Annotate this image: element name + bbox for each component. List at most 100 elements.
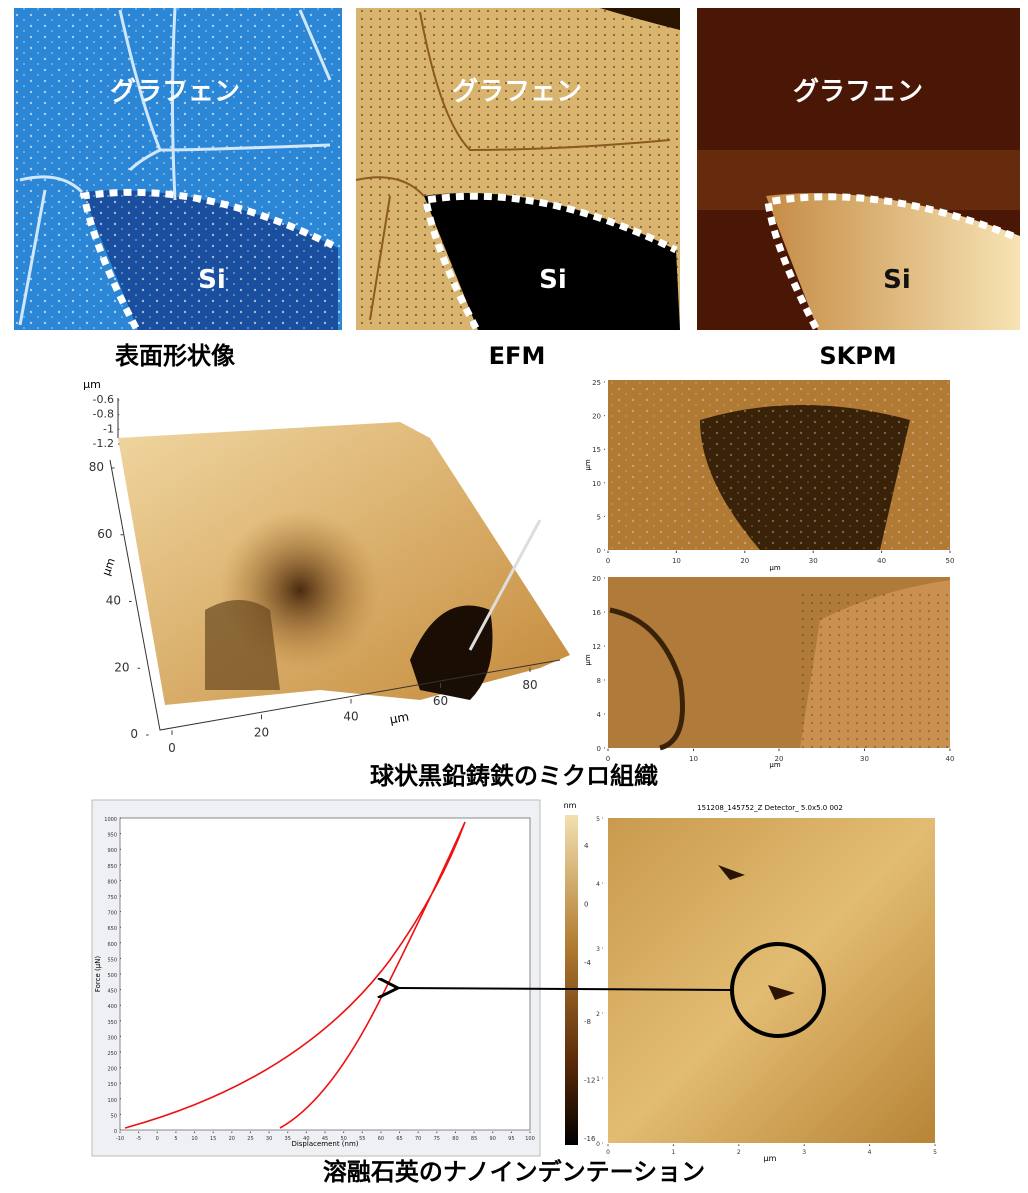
tick-label: 600	[107, 942, 117, 948]
tick-label: 40	[946, 755, 955, 763]
region-label: Si	[883, 265, 911, 295]
tick-label: 15	[592, 446, 601, 454]
tick-label: -10	[116, 1136, 124, 1142]
tick-label: 0	[597, 745, 601, 753]
tick-label: -16	[584, 1135, 596, 1143]
tick-label: 60	[378, 1136, 384, 1142]
tick-label: 800	[107, 879, 117, 885]
skpm-image	[697, 8, 1020, 330]
tick-label: 25	[592, 379, 601, 387]
tick-label: 10	[191, 1136, 197, 1142]
unit-label: µm	[584, 459, 592, 470]
tick-label: 60	[433, 694, 448, 708]
region-label: Si	[198, 265, 226, 295]
tick-label: -12	[584, 1076, 595, 1084]
tick-label: 35	[285, 1136, 291, 1142]
caption: EFM	[489, 342, 546, 370]
map-top	[608, 380, 950, 550]
tick-label: 900	[107, 848, 117, 854]
tick-label: 850	[107, 864, 117, 870]
unit-label: µm	[584, 654, 592, 665]
tick-label: 20	[114, 660, 129, 674]
region-label: グラフェン	[110, 77, 240, 107]
tick-label: 65	[396, 1136, 402, 1142]
caption: 球状黒鉛鋳鉄のミクロ組織	[370, 762, 658, 790]
tick-label: -0.6	[93, 393, 114, 406]
tick-label: 4	[597, 711, 602, 719]
tick-label: -1.2	[93, 437, 114, 450]
unit-label: µm	[769, 564, 780, 572]
tick-label: 700	[107, 911, 117, 917]
tick-label: 200	[107, 1067, 117, 1073]
unit-label: µm	[389, 709, 410, 726]
tick-label: 300	[107, 1035, 117, 1041]
tick-label: 10	[672, 557, 681, 565]
tick-label: 75	[434, 1136, 440, 1142]
tick-label: 4	[596, 881, 600, 888]
unit-label: µm	[764, 1154, 777, 1163]
tick-label: 0	[156, 1136, 159, 1142]
tick-label: 15	[210, 1136, 216, 1142]
tick-label: 20	[254, 725, 269, 739]
y-axis-label: Force (µN)	[94, 956, 102, 993]
tick-label: 450	[107, 989, 117, 995]
tick-label: 10	[689, 755, 698, 763]
tick-label: 750	[107, 895, 117, 901]
tick-label: 2	[596, 1011, 600, 1018]
tick-label: 5	[174, 1136, 177, 1142]
tick-label: 80	[89, 460, 104, 474]
unit-label: µm	[83, 378, 101, 391]
tick-label: 0	[168, 741, 176, 755]
tick-label: 40	[106, 594, 121, 608]
tick-label: 30	[266, 1136, 272, 1142]
tick-label: 80	[452, 1136, 458, 1142]
tick-label: 550	[107, 957, 117, 963]
tick-label: 100	[525, 1136, 535, 1142]
tick-label: 55	[359, 1136, 365, 1142]
unit-label: nm	[564, 801, 577, 810]
tick-label: 500	[107, 973, 117, 979]
tick-label: 4	[868, 1149, 872, 1156]
tick-label: 50	[340, 1136, 346, 1142]
tick-label: 3	[596, 946, 600, 953]
tick-label: 85	[471, 1136, 477, 1142]
tick-label: 30	[809, 557, 818, 565]
tick-label: 1	[671, 1149, 675, 1156]
tick-label: 1000	[104, 817, 117, 823]
tick-label: 20	[229, 1136, 235, 1142]
tick-label: 5	[933, 1149, 937, 1156]
topography-image	[14, 8, 342, 330]
tick-label: -8	[584, 1018, 591, 1026]
tick-label: 80	[522, 678, 537, 692]
tick-label: 1	[596, 1076, 600, 1083]
figure: グラフェン Si グラフェン Si グラフェン Si 表面形状像 EFM SKP…	[0, 0, 1028, 1189]
tick-label: -5	[136, 1136, 141, 1142]
tick-label: 0	[606, 755, 610, 763]
tick-label: 50	[111, 1113, 117, 1119]
tick-label: 0	[606, 557, 610, 565]
tick-label: -0.8	[93, 408, 114, 421]
tick-label: 70	[415, 1136, 421, 1142]
tick-label: -4	[584, 959, 592, 967]
map-bottom	[608, 577, 950, 748]
tick-label: 0	[130, 727, 138, 741]
colorbar	[565, 815, 578, 1145]
unit-label: µm	[100, 556, 118, 577]
tick-label: 10	[592, 480, 601, 488]
tick-label: -1	[103, 422, 114, 435]
tick-label: 50	[946, 557, 955, 565]
unit-label: µm	[769, 761, 780, 769]
tick-label: 40	[877, 557, 886, 565]
tick-label: 16	[592, 609, 601, 617]
tick-label: 650	[107, 926, 117, 932]
plot-area	[120, 818, 530, 1130]
tick-label: 90	[490, 1136, 496, 1142]
surface-3d	[110, 398, 570, 730]
tick-label: 350	[107, 1020, 117, 1026]
tick-label: 40	[303, 1136, 309, 1142]
tick-label: 0	[606, 1149, 610, 1156]
tick-label: 20	[592, 575, 601, 583]
efm-image	[356, 8, 680, 330]
region-label: グラフェン	[793, 77, 923, 107]
tick-label: 60	[97, 527, 112, 541]
